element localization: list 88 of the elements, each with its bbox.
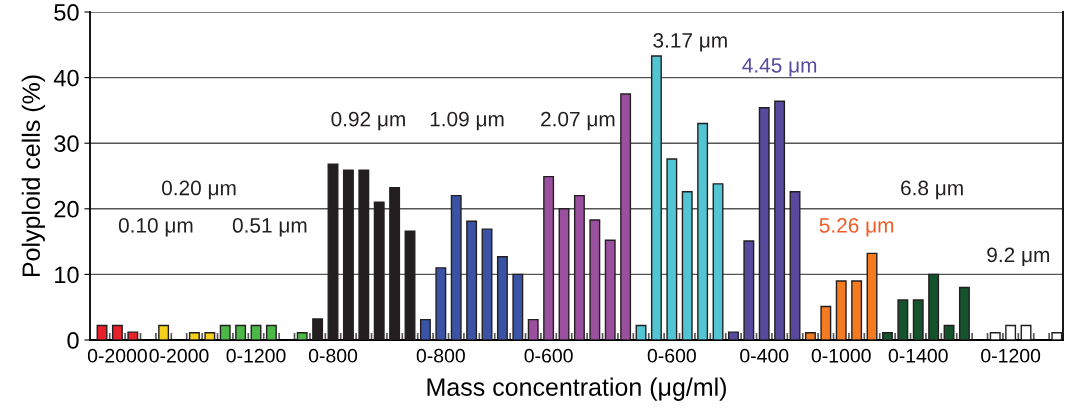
- annotation: 4.45 μm: [742, 58, 817, 77]
- bar: [389, 187, 401, 340]
- annotation: 0.51 μm: [232, 218, 307, 237]
- x-tick-label: 0-1400: [888, 348, 948, 363]
- annotation: 0.10 μm: [118, 218, 193, 237]
- y-tick-label: 50: [54, 4, 79, 21]
- bar: [419, 318, 431, 340]
- bar: [1005, 324, 1017, 340]
- bar: [543, 175, 555, 340]
- y-tick-label: 10: [55, 266, 79, 284]
- y-tick-label: 0: [67, 332, 79, 349]
- annotation: 5.26 μm: [819, 218, 894, 237]
- bar: [204, 332, 216, 340]
- annotation: 0.92 μm: [331, 111, 405, 131]
- bar: [466, 220, 478, 340]
- bar: [558, 208, 570, 340]
- bar: [358, 169, 370, 340]
- bar: [804, 332, 816, 340]
- bar: [450, 194, 462, 340]
- bar: [96, 324, 108, 340]
- y-axis-title: Polyploid cells (%): [21, 75, 45, 277]
- bar: [789, 191, 801, 340]
- bar: [312, 318, 324, 340]
- x-tick-label: 0-400: [740, 348, 789, 363]
- bar: [373, 201, 385, 340]
- bar: [158, 324, 170, 340]
- bar: [635, 324, 647, 340]
- x-tick-label: 0-2000: [87, 348, 147, 363]
- bar: [481, 228, 493, 340]
- annotation: 9.2 μm: [987, 247, 1050, 267]
- bar: [851, 280, 863, 340]
- bar: [235, 324, 247, 340]
- x-axis-title: Mass concentration (μg/ml): [427, 377, 726, 401]
- x-tick-label: 0-600: [647, 348, 696, 363]
- bar: [265, 324, 277, 340]
- bar: [666, 158, 678, 340]
- annotation: 6.8 μm: [901, 180, 963, 200]
- bar: [327, 163, 339, 340]
- bar: [604, 239, 616, 340]
- bar: [989, 332, 1001, 340]
- bar: [820, 305, 832, 340]
- y-tick-label: 30: [54, 135, 79, 152]
- bar: [219, 324, 231, 340]
- x-tick-label: 0-2000: [149, 348, 209, 363]
- bar: [743, 240, 755, 340]
- bar: [912, 299, 924, 340]
- annotation: 0.20 μm: [162, 180, 236, 200]
- bar: [296, 332, 308, 340]
- bar: [527, 318, 539, 340]
- x-tick-label: 0-1000: [811, 348, 871, 363]
- bar: [866, 252, 878, 340]
- bar: [943, 324, 955, 340]
- bar: [774, 100, 786, 340]
- annotation: 3.17 μm: [653, 33, 727, 52]
- bar: [573, 194, 585, 340]
- y-tick-label: 40: [53, 69, 79, 87]
- x-tick-label: 0-1200: [981, 348, 1041, 363]
- bar: [250, 324, 262, 340]
- bar: [897, 299, 909, 340]
- bar: [620, 93, 632, 340]
- bar: [188, 332, 200, 340]
- y-tick-label: 20: [54, 200, 79, 218]
- bar: [835, 280, 847, 340]
- bar: [712, 183, 724, 340]
- bar: [928, 273, 940, 340]
- annotation: 2.07 μm: [541, 111, 615, 131]
- x-tick-label: 0-1200: [226, 348, 286, 363]
- bar: [342, 169, 354, 340]
- bar: [1051, 332, 1063, 340]
- bar: [111, 324, 123, 340]
- bar: [697, 122, 709, 340]
- bar: [681, 191, 693, 340]
- bar: [881, 332, 893, 340]
- x-tick-label: 0-800: [416, 348, 465, 363]
- x-tick-label: 0-800: [308, 348, 358, 363]
- annotation: 1.09 μm: [430, 111, 504, 131]
- bar: [435, 267, 447, 340]
- bar: [650, 55, 662, 340]
- bar: [404, 230, 416, 340]
- bar: [727, 331, 739, 340]
- bar: [127, 331, 139, 340]
- bar: [758, 107, 770, 340]
- bar: [589, 219, 601, 340]
- bar: [512, 273, 524, 340]
- bar: [1020, 324, 1032, 340]
- x-tick-label: 0-600: [524, 348, 573, 363]
- bar: [496, 255, 508, 340]
- bar: [958, 286, 970, 340]
